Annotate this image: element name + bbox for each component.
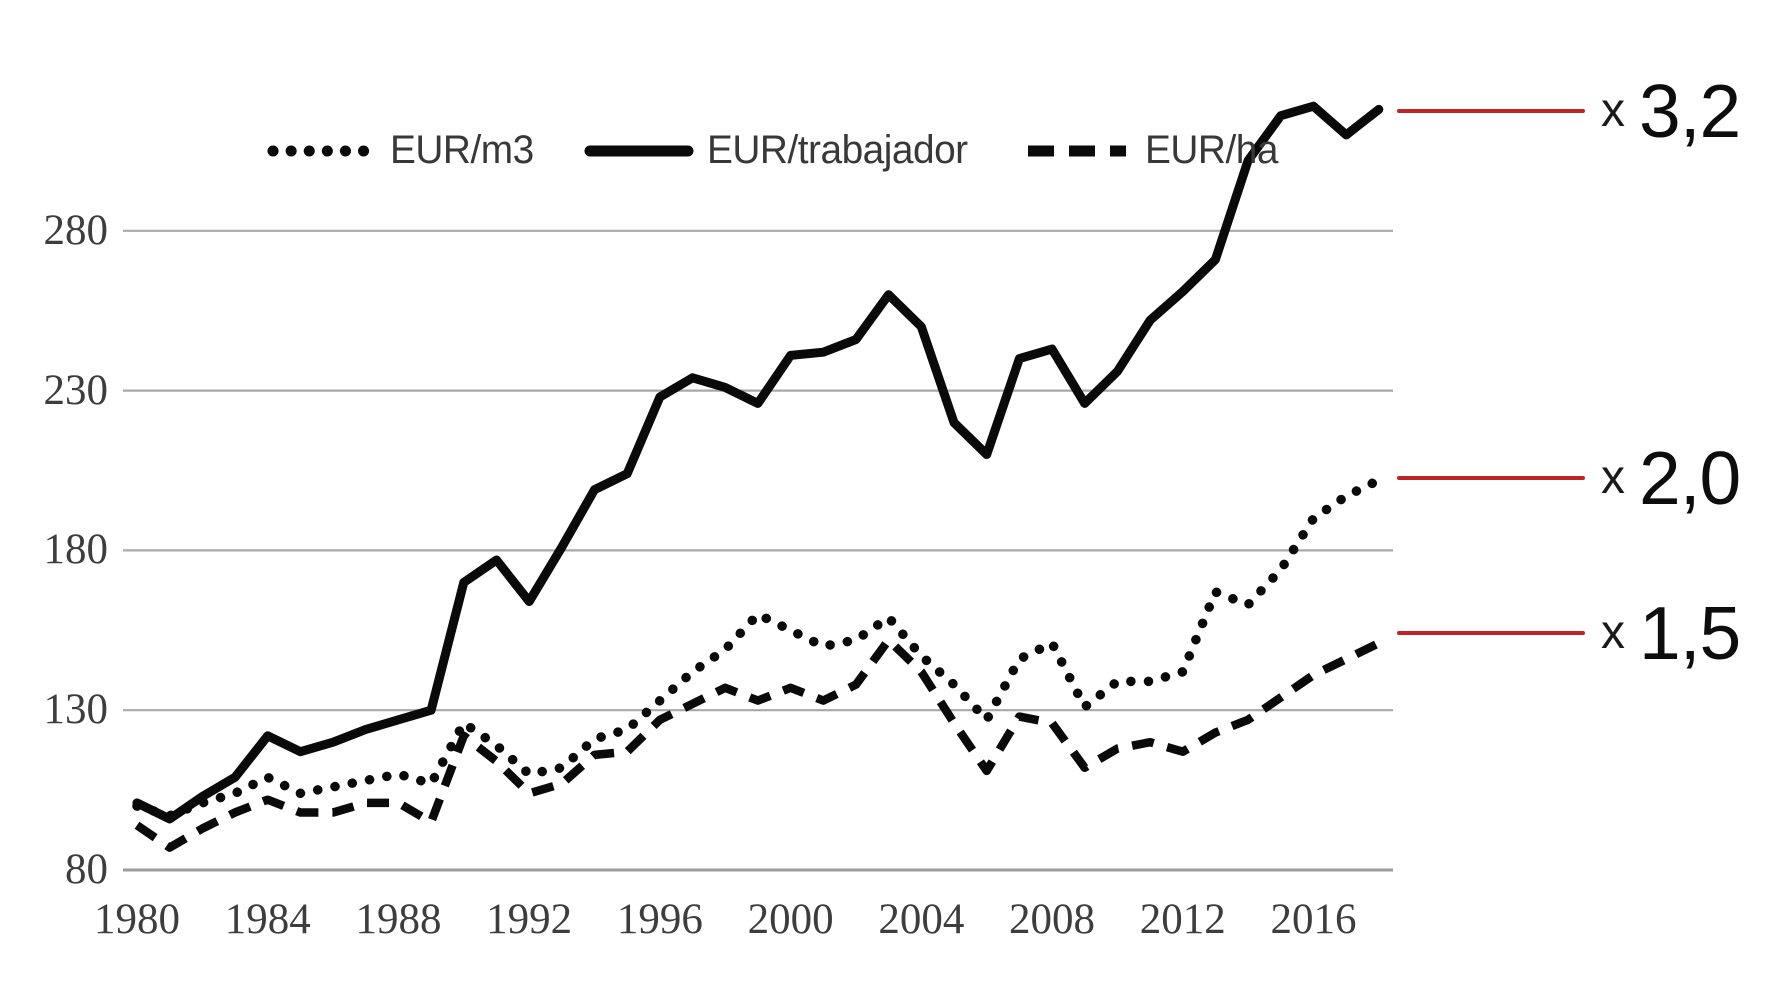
solid-line-sample-icon xyxy=(584,145,694,156)
x-tick-label: 2008 xyxy=(1009,896,1096,943)
x-tick-label: 1992 xyxy=(486,896,573,943)
annotation-prefix: x xyxy=(1601,451,1625,505)
annotation-value: 1,5 xyxy=(1639,590,1741,675)
x-tick-label: 2012 xyxy=(1139,896,1226,943)
x-tick-label: 1988 xyxy=(355,896,442,943)
annotation-red-line xyxy=(1397,475,1585,480)
y-tick-label: 280 xyxy=(43,206,109,254)
x-tick-label: 2004 xyxy=(878,896,965,943)
annotation-prefix: x xyxy=(1601,84,1625,138)
legend: EUR/m3 EUR/trabajador EUR/ha xyxy=(267,128,1282,173)
x-tick-label: 2000 xyxy=(747,896,834,943)
series-line-eur-ha xyxy=(134,635,1381,852)
y-tick-label: 230 xyxy=(43,366,109,414)
legend-item-eur-trabajador: EUR/trabajador xyxy=(584,128,976,173)
x-tick-label: 1980 xyxy=(94,896,180,943)
series-line-eur-m3 xyxy=(132,475,1384,821)
legend-label: EUR/trabajador xyxy=(707,128,968,172)
annotation-multiplier-text: x 2,0 xyxy=(1601,430,1741,526)
y-tick-label: 180 xyxy=(43,526,109,574)
annotation-red-line xyxy=(1397,630,1585,635)
x-tick-label: 2016 xyxy=(1270,896,1357,943)
dashed-line-sample-icon xyxy=(1027,145,1126,156)
annotation-red-line xyxy=(1397,108,1585,113)
annotation-prefix: x xyxy=(1601,606,1625,660)
series-line-eur-trabajador xyxy=(132,101,1384,824)
y-tick-label: 80 xyxy=(65,846,108,893)
y-tick-label: 130 xyxy=(43,686,109,734)
legend-item-eur-ha: EUR/ha xyxy=(1022,128,1282,173)
legend-label: EUR/m3 xyxy=(390,128,534,172)
x-tick-label: 1984 xyxy=(224,896,311,943)
annotation-value: 2,0 xyxy=(1639,435,1741,520)
legend-item-eur-m3: EUR/m3 xyxy=(267,128,538,173)
dotted-line-sample-icon xyxy=(267,145,377,156)
annotation-value: 3,2 xyxy=(1639,68,1741,153)
annotation-multiplier-text: x 3,2 xyxy=(1601,63,1741,159)
legend-label: EUR/ha xyxy=(1144,128,1278,172)
x-tick-label: 1996 xyxy=(616,896,703,943)
annotation-multiplier-text: x 1,5 xyxy=(1601,585,1741,681)
